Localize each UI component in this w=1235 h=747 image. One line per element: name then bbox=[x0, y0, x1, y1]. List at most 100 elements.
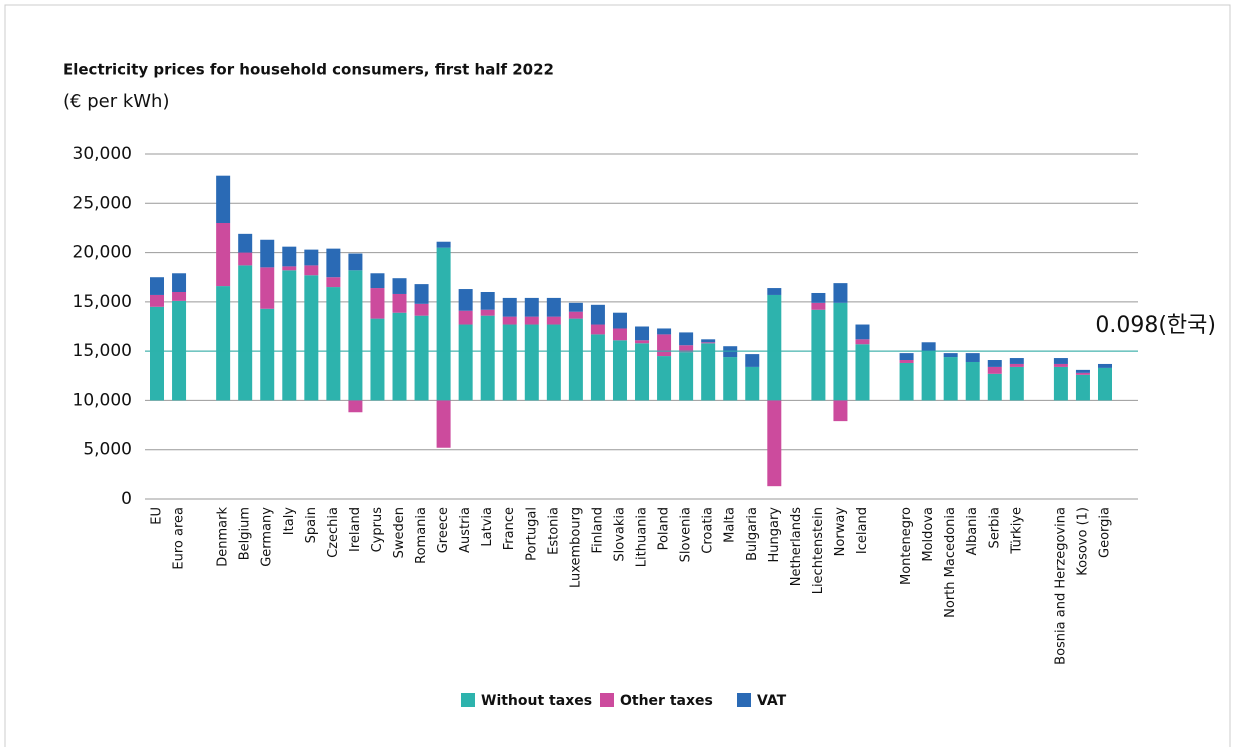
bar-segment bbox=[1098, 363, 1112, 368]
bar-segment bbox=[348, 270, 363, 401]
bar-segment bbox=[1053, 366, 1068, 401]
bar-segment bbox=[260, 267, 275, 309]
bar-segment bbox=[899, 353, 914, 361]
x-tick-label: Portugal bbox=[524, 507, 539, 561]
bar-segment bbox=[811, 302, 826, 310]
bar-segment bbox=[502, 316, 517, 325]
legend-swatch bbox=[600, 693, 614, 707]
x-tick-label: Slovenia bbox=[679, 507, 694, 562]
bar-segment bbox=[524, 324, 539, 401]
bar-segment bbox=[701, 342, 716, 344]
bar-segment bbox=[590, 304, 605, 325]
x-tick-label: Spain bbox=[304, 507, 319, 543]
y-tick-label: 5,000 bbox=[83, 440, 132, 460]
x-tick-label: Czechia bbox=[326, 507, 341, 558]
bar-segment bbox=[855, 344, 870, 401]
bar-segment bbox=[811, 309, 826, 401]
bar-segment bbox=[657, 328, 672, 335]
legend-label: VAT bbox=[757, 693, 787, 709]
bar-segment bbox=[987, 360, 1002, 367]
bar-segment bbox=[238, 265, 253, 401]
bar-segment bbox=[855, 339, 870, 345]
bar-segment bbox=[657, 334, 672, 357]
x-tick-label: Netherlands bbox=[789, 507, 804, 586]
bar-segment bbox=[326, 277, 341, 288]
x-tick-label: Poland bbox=[657, 507, 672, 550]
bar-segment bbox=[767, 288, 782, 295]
x-tick-label: Bulgaria bbox=[745, 507, 760, 561]
bar-segment bbox=[833, 400, 848, 422]
bar-segment bbox=[414, 303, 429, 316]
legend-swatch bbox=[737, 693, 751, 707]
bar-segment bbox=[546, 297, 561, 317]
y-tick-label: 15,000 bbox=[73, 292, 132, 312]
bar-segment bbox=[568, 311, 583, 319]
bar-segment bbox=[502, 324, 517, 401]
bar-segment bbox=[502, 297, 517, 317]
x-tick-label: Latvia bbox=[480, 507, 495, 547]
x-tick-label: Albania bbox=[965, 507, 980, 556]
bar-segment bbox=[260, 308, 275, 401]
bar-segment bbox=[172, 292, 187, 301]
bar-segment bbox=[150, 294, 164, 307]
x-tick-label: Denmark bbox=[216, 507, 231, 567]
x-tick-label: Moldova bbox=[921, 507, 936, 562]
chart-title: Electricity prices for household consume… bbox=[63, 61, 554, 79]
x-tick-label: Estonia bbox=[546, 507, 561, 555]
bar-segment bbox=[216, 286, 231, 401]
y-tick-label: 15,000 bbox=[73, 341, 132, 361]
x-tick-label: France bbox=[502, 507, 517, 550]
x-tick-label: Finland bbox=[590, 507, 605, 553]
x-tick-label: Iceland bbox=[855, 507, 870, 554]
bar-segment bbox=[392, 293, 407, 313]
bar-segment bbox=[238, 233, 253, 253]
bar-segment bbox=[568, 302, 583, 312]
x-tick-label: Slovakia bbox=[612, 507, 627, 562]
x-tick-label: Luxembourg bbox=[568, 507, 583, 588]
x-tick-label: Liechtenstein bbox=[811, 507, 826, 594]
bar-segment bbox=[282, 246, 297, 267]
bar-segment bbox=[436, 400, 451, 448]
x-tick-label: Malta bbox=[723, 507, 738, 543]
bar-segment bbox=[855, 324, 870, 340]
x-tick-label: Belgium bbox=[238, 507, 253, 560]
x-tick-label: EU bbox=[150, 507, 165, 525]
bar-segment bbox=[546, 316, 561, 325]
bar-segment bbox=[304, 275, 319, 401]
bar-segment bbox=[679, 332, 694, 346]
bar-segment bbox=[370, 318, 385, 401]
bar-segment bbox=[1009, 366, 1024, 401]
bar-segment bbox=[238, 252, 253, 266]
bar-segment bbox=[150, 277, 164, 295]
bar-segment bbox=[304, 265, 319, 276]
legend-swatch bbox=[461, 693, 475, 707]
x-tick-label: Türkiye bbox=[1009, 507, 1024, 555]
x-tick-label: Lithuania bbox=[635, 507, 650, 567]
legend-label: Without taxes bbox=[481, 693, 592, 709]
bar-segment bbox=[282, 266, 297, 271]
bar-segment bbox=[436, 247, 451, 401]
bar-segment bbox=[635, 343, 650, 401]
bar-segment bbox=[1075, 374, 1090, 401]
bar-segment bbox=[568, 318, 583, 401]
bar-segment bbox=[612, 340, 627, 401]
bar-segment bbox=[414, 284, 429, 304]
bar-segment bbox=[392, 278, 407, 294]
bar-segment bbox=[679, 352, 694, 401]
bar-segment bbox=[899, 362, 914, 401]
bar-segment bbox=[480, 292, 495, 310]
bar-segment bbox=[679, 345, 694, 353]
bar-segment bbox=[943, 353, 958, 358]
bar-segment bbox=[370, 288, 385, 319]
y-tick-label: 25,000 bbox=[73, 193, 132, 213]
x-tick-label: Kosovo (1) bbox=[1075, 507, 1090, 576]
x-tick-label: Montenegro bbox=[899, 507, 914, 585]
bar-segment bbox=[458, 289, 473, 311]
bar-segment bbox=[590, 334, 605, 401]
bar-segment bbox=[348, 400, 363, 413]
bar-segment bbox=[657, 356, 672, 401]
x-tick-label: Greece bbox=[436, 507, 451, 553]
bar-segment bbox=[767, 294, 782, 401]
bar-segment bbox=[767, 400, 782, 487]
